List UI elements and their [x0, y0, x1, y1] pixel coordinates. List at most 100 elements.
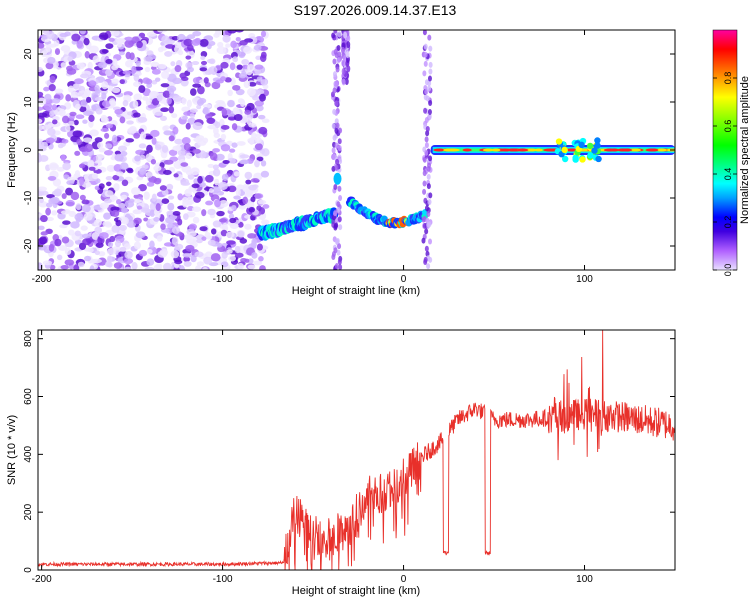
- noise-blob: [105, 69, 113, 77]
- spectrogram-x-label: Height of straight line (km): [292, 285, 420, 297]
- noise-blob: [123, 114, 133, 120]
- noise-blob: [190, 167, 200, 176]
- noise-blob: [144, 266, 155, 270]
- noise-blob: [108, 37, 115, 42]
- noise-blob: [65, 199, 75, 207]
- noise-blob: [241, 59, 250, 65]
- streak-blob: [335, 122, 340, 129]
- noise-blob: [105, 43, 114, 49]
- streak-blob: [423, 60, 428, 67]
- noise-blob: [172, 126, 179, 135]
- noise-blob: [254, 89, 265, 95]
- noise-blob: [143, 191, 150, 200]
- streak-blob: [427, 113, 432, 120]
- noise-blob: [121, 216, 129, 225]
- noise-blob: [40, 214, 48, 223]
- noise-blob: [173, 173, 179, 178]
- noise-blob: [191, 183, 200, 189]
- streak-blob: [344, 78, 349, 86]
- noise-blob: [171, 226, 181, 234]
- noise-blob: [146, 144, 153, 153]
- x-tick-label: -100: [213, 274, 233, 285]
- noise-blob: [124, 250, 133, 259]
- noise-blob: [200, 55, 206, 61]
- noise-blob: [39, 236, 48, 245]
- noise-blob: [220, 133, 227, 141]
- zero-band-peak: [491, 148, 501, 152]
- noise-blob: [258, 256, 264, 262]
- noise-blob: [115, 171, 124, 177]
- noise-blob: [234, 30, 244, 33]
- noise-blob: [157, 30, 168, 33]
- snr-x-label: Height of straight line (km): [292, 585, 420, 597]
- noise-blob: [221, 173, 229, 181]
- noise-blob: [94, 185, 101, 191]
- noise-blob: [150, 61, 160, 68]
- noise-blob: [257, 199, 267, 205]
- noise-blob: [212, 148, 221, 153]
- noise-blob: [74, 213, 84, 221]
- noise-blob: [207, 208, 216, 216]
- streak-blob: [422, 30, 427, 36]
- noise-blob: [172, 77, 183, 85]
- noise-blob: [259, 265, 266, 270]
- zero-band-peak: [443, 148, 454, 152]
- noise-blob: [88, 166, 96, 171]
- noise-blob: [156, 235, 163, 242]
- noise-blob: [44, 93, 52, 101]
- noise-blob: [161, 145, 169, 153]
- noise-blob: [101, 92, 107, 100]
- noise-blob: [239, 160, 249, 165]
- noise-blob: [133, 209, 140, 215]
- noise-blob: [103, 198, 112, 204]
- noise-blob: [160, 223, 166, 230]
- noise-blob: [247, 233, 257, 239]
- noise-blob: [128, 198, 135, 203]
- noise-blob: [132, 198, 142, 204]
- noise-blob: [83, 212, 93, 221]
- noise-blob: [60, 154, 66, 162]
- noise-blob: [46, 31, 55, 40]
- noise-blob: [158, 63, 167, 70]
- noise-blob: [203, 256, 213, 265]
- streak-blob: [332, 108, 337, 115]
- noise-blob: [183, 256, 191, 263]
- streak-blob: [335, 66, 340, 73]
- streak-blob: [331, 153, 336, 160]
- streak-blob: [427, 85, 432, 92]
- noise-blob: [66, 68, 77, 75]
- noise-blob: [194, 191, 205, 199]
- noise-blob: [54, 238, 62, 247]
- noise-blob: [239, 238, 248, 244]
- y-tick-label: 10: [23, 96, 34, 108]
- colorbar-gradient: [712, 29, 738, 271]
- streak-blob: [425, 125, 430, 132]
- noise-blob: [192, 122, 203, 131]
- streak-blob: [336, 206, 341, 213]
- colorbar: 0.0 0.2 0.4 0.6 0.8 Normalized spectral ampl…: [712, 29, 750, 276]
- noise-blob: [244, 171, 253, 180]
- noise-blob: [234, 245, 241, 254]
- noise-blob: [64, 31, 71, 37]
- noise-blob: [113, 183, 120, 191]
- streak-blob: [334, 100, 339, 107]
- noise-blob: [76, 62, 85, 70]
- noise-blob: [94, 226, 103, 234]
- noise-blob: [165, 216, 175, 224]
- streak-blob: [424, 149, 429, 156]
- spectrogram-y-label: Frequency (Hz): [6, 112, 18, 188]
- noise-blob: [112, 58, 118, 66]
- noise-blob: [38, 106, 44, 111]
- noise-blob: [163, 130, 173, 136]
- noise-blob: [79, 177, 85, 186]
- noise-blob: [189, 108, 198, 113]
- noise-blob: [220, 61, 229, 69]
- zero-band-wobble: [594, 142, 601, 149]
- noise-blob: [73, 264, 80, 270]
- noise-blob: [168, 87, 175, 96]
- noise-blob: [159, 185, 167, 191]
- noise-blob: [168, 135, 175, 142]
- noise-blob: [78, 163, 86, 169]
- noise-blob: [66, 180, 75, 186]
- noise-blob: [221, 251, 228, 259]
